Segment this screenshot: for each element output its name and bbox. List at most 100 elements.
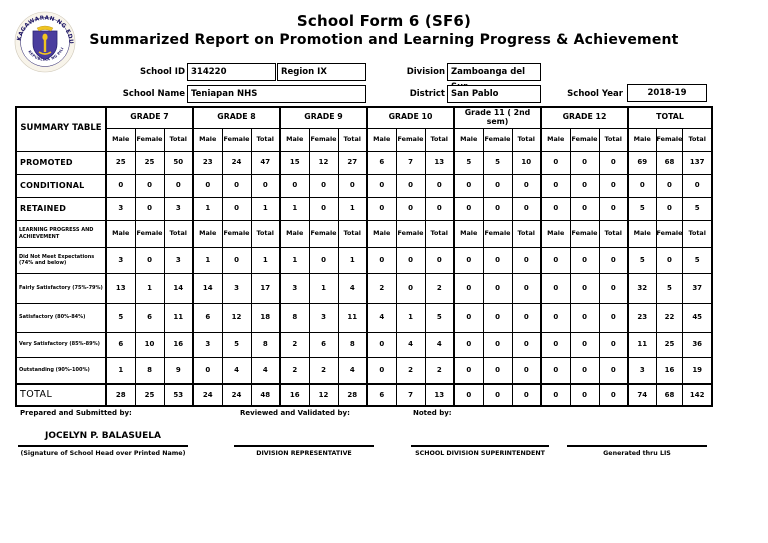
- table-cell: 0: [540, 150, 571, 175]
- grade-group-header: GRADE 8: [192, 106, 281, 129]
- table-cell: 0: [511, 196, 542, 221]
- school-head-signature-name: JOCELYN P. BALASUELA: [45, 431, 161, 441]
- column-header: Male: [540, 219, 571, 248]
- summary-table-label: SUMMARY TABLE: [15, 106, 107, 152]
- column-header: Male: [627, 127, 657, 152]
- table-cell: 74: [627, 383, 657, 407]
- table-cell: 0: [511, 302, 542, 333]
- column-header: Male: [192, 127, 223, 152]
- table-cell: 1: [134, 272, 165, 304]
- table-cell: 5: [453, 150, 484, 175]
- table-cell: 0: [163, 173, 194, 198]
- column-header: Male: [105, 127, 136, 152]
- table-cell: 2: [279, 356, 310, 385]
- deped-seal-icon: KAGAWARAN NG EDUKASYON REPUBLIKA NG PILI…: [10, 6, 76, 73]
- table-cell: 0: [366, 246, 397, 274]
- table-cell: 0: [308, 196, 339, 221]
- table-cell: 2: [424, 356, 455, 385]
- table-cell: 0: [598, 356, 629, 385]
- row-label: PROMOTED: [15, 150, 107, 175]
- table-cell: 9: [163, 356, 194, 385]
- column-header: Total: [682, 219, 713, 248]
- table-cell: 1: [395, 302, 426, 333]
- table-cell: 19: [682, 356, 713, 385]
- table-cell: 1: [337, 246, 368, 274]
- table-cell: 0: [540, 196, 571, 221]
- column-header: Total: [250, 127, 281, 152]
- table-cell: 0: [569, 383, 600, 407]
- table-cell: 0: [598, 383, 629, 407]
- sf6-summary-table: SUMMARY TABLE GRADE 7 GRADE 8 GRADE 9 GRADE …: [15, 106, 713, 407]
- column-header: Male: [279, 127, 310, 152]
- table-cell: 0: [598, 246, 629, 274]
- table-cell: 8: [279, 302, 310, 333]
- table-cell: 0: [453, 331, 484, 358]
- column-header: Female: [569, 127, 600, 152]
- table-cell: 0: [682, 173, 713, 198]
- column-header: Total: [598, 219, 629, 248]
- table-cell: 1: [192, 196, 223, 221]
- column-header: Male: [453, 219, 484, 248]
- table-cell: 0: [569, 272, 600, 304]
- table-cell: 6: [366, 150, 397, 175]
- table-cell: 11: [163, 302, 194, 333]
- table-cell: 0: [540, 302, 571, 333]
- table-cell: 0: [134, 196, 165, 221]
- column-header: Male: [366, 219, 397, 248]
- column-header: Female: [134, 219, 165, 248]
- column-header: Male: [279, 219, 310, 248]
- table-cell: 2: [308, 356, 339, 385]
- table-cell: 23: [627, 302, 657, 333]
- table-cell: 24: [221, 150, 252, 175]
- column-header: Total: [424, 127, 455, 152]
- table-cell: 0: [453, 356, 484, 385]
- table-cell: 3: [163, 196, 194, 221]
- grade-group-header: GRADE 7: [105, 106, 194, 129]
- table-cell: 0: [569, 356, 600, 385]
- column-header: Male: [105, 219, 136, 248]
- table-cell: 25: [134, 150, 165, 175]
- table-cell: 28: [337, 383, 368, 407]
- table-cell: 37: [682, 272, 713, 304]
- school-id-label: School ID: [140, 67, 185, 77]
- form-title: School Form 6 (SF6): [296, 12, 472, 30]
- table-cell: 28: [105, 383, 136, 407]
- column-header: Female: [395, 127, 426, 152]
- table-cell: 3: [308, 302, 339, 333]
- table-cell: 0: [655, 196, 684, 221]
- table-cell: 18: [250, 302, 281, 333]
- table-cell: 0: [569, 246, 600, 274]
- table-cell: 0: [482, 246, 513, 274]
- table-cell: 0: [482, 173, 513, 198]
- signature-line: [234, 445, 374, 447]
- table-cell: 0: [395, 272, 426, 304]
- table-cell: 3: [192, 331, 223, 358]
- table-cell: 5: [682, 246, 713, 274]
- table-cell: 0: [424, 173, 455, 198]
- column-header: Female: [482, 219, 513, 248]
- table-cell: 4: [366, 302, 397, 333]
- table-cell: 0: [655, 173, 684, 198]
- table-cell: 0: [569, 196, 600, 221]
- table-cell: 0: [221, 196, 252, 221]
- grade-group-header: GRADE 12: [540, 106, 629, 129]
- table-cell: 0: [569, 150, 600, 175]
- table-cell: 27: [337, 150, 368, 175]
- table-cell: 1: [192, 246, 223, 274]
- table-cell: 0: [366, 173, 397, 198]
- table-cell: 0: [569, 302, 600, 333]
- column-header: Total: [163, 219, 194, 248]
- table-cell: 22: [655, 302, 684, 333]
- table-cell: 0: [134, 246, 165, 274]
- district-label: District: [409, 89, 445, 99]
- table-cell: 17: [250, 272, 281, 304]
- table-cell: 0: [511, 331, 542, 358]
- table-cell: 4: [250, 356, 281, 385]
- column-header: Female: [395, 219, 426, 248]
- school-year-field: 2018-19: [627, 84, 707, 102]
- table-cell: 50: [163, 150, 194, 175]
- table-cell: 6: [192, 302, 223, 333]
- table-cell: 69: [627, 150, 657, 175]
- table-cell: 0: [482, 331, 513, 358]
- table-cell: 48: [250, 383, 281, 407]
